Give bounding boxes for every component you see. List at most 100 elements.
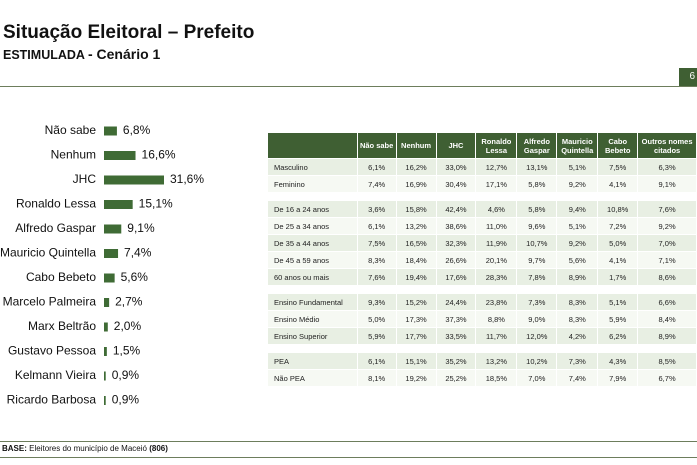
bar bbox=[104, 347, 107, 356]
cell: 11,9% bbox=[475, 234, 518, 252]
cell: 5,6% bbox=[556, 251, 599, 269]
chart: Não sabe 6,8% Nenhum 16,6% JHC 31,6% Ronaldo L… bbox=[0, 123, 204, 407]
cell: 8,3% bbox=[356, 251, 397, 269]
cell: 37,3% bbox=[435, 310, 477, 328]
cell: 8,4% bbox=[637, 310, 697, 328]
cell: 5,9% bbox=[597, 310, 639, 328]
group-gap bbox=[267, 285, 697, 294]
cell: 13,2% bbox=[395, 217, 437, 235]
cell: 8,3% bbox=[556, 310, 599, 328]
table-row: Ensino Superior 5,9% 17,7% 33,5% 11,7% 12,0% 4… bbox=[267, 327, 697, 345]
corner-cell bbox=[267, 132, 358, 159]
bar bbox=[104, 175, 164, 185]
cell: 42,4% bbox=[435, 200, 477, 218]
gap-cell bbox=[267, 344, 697, 353]
row-label: Não PEA bbox=[267, 369, 358, 387]
cell: 32,3% bbox=[435, 234, 477, 252]
cell: 9,7% bbox=[516, 251, 558, 269]
cell: 5,8% bbox=[516, 200, 558, 218]
category-label: JHC bbox=[73, 172, 97, 186]
cell: 9,6% bbox=[516, 217, 558, 235]
row-label: De 35 a 44 anos bbox=[267, 234, 358, 252]
cell: 4,1% bbox=[597, 251, 639, 269]
cell: 6,1% bbox=[356, 352, 397, 370]
value-label: 16,6% bbox=[142, 148, 176, 162]
cell: 7,6% bbox=[637, 200, 697, 218]
row-label: Ensino Superior bbox=[267, 327, 358, 345]
cell: 8,8% bbox=[475, 310, 518, 328]
cell: 16,2% bbox=[395, 158, 437, 176]
cell: 7,0% bbox=[637, 234, 697, 252]
bar bbox=[104, 298, 110, 307]
cell: 10,8% bbox=[597, 200, 639, 218]
column-header: Não sabe bbox=[356, 132, 397, 159]
cell: 7,5% bbox=[356, 234, 397, 252]
cell: 30,4% bbox=[435, 175, 477, 193]
row-label: De 45 a 59 anos bbox=[267, 251, 358, 269]
cell: 26,6% bbox=[435, 251, 477, 269]
bar bbox=[104, 224, 122, 234]
table-row: PEA 6,1% 15,1% 35,2% 13,2% 10,2% 7,3% 4,3% 8,5% bbox=[267, 352, 697, 370]
cell: 7,1% bbox=[637, 251, 697, 269]
cell: 9,1% bbox=[637, 175, 697, 193]
category-label: Gustavo Pessoa bbox=[8, 344, 96, 358]
cell: 5,1% bbox=[597, 293, 639, 311]
subtitle-text: - Cenário 1 bbox=[87, 46, 161, 62]
column-header: Mauricio Quintella bbox=[556, 132, 599, 159]
cell: 5,1% bbox=[556, 158, 599, 176]
cell: 4,1% bbox=[597, 175, 639, 193]
cell: 5,0% bbox=[356, 310, 397, 328]
group-gap bbox=[267, 344, 697, 353]
row-label: Ensino Médio bbox=[267, 310, 358, 328]
cell: 6,7% bbox=[637, 369, 697, 387]
cell: 17,3% bbox=[395, 310, 437, 328]
cell: 6,1% bbox=[356, 158, 397, 176]
cell: 28,3% bbox=[475, 268, 518, 286]
cell: 11,7% bbox=[475, 327, 518, 345]
cell: 12,7% bbox=[475, 158, 518, 176]
cell: 8,9% bbox=[637, 327, 697, 345]
cell: 7,6% bbox=[356, 268, 397, 286]
cell: 3,6% bbox=[356, 200, 397, 218]
cell: 4,2% bbox=[556, 327, 599, 345]
base-label: BASE: bbox=[2, 444, 27, 453]
cell: 13,1% bbox=[516, 158, 558, 176]
cell: 12,0% bbox=[516, 327, 558, 345]
column-header: JHC bbox=[435, 132, 477, 159]
column-header: Nenhum bbox=[395, 132, 437, 159]
bar bbox=[104, 126, 117, 136]
cell: 33,0% bbox=[435, 158, 477, 176]
cell: 15,2% bbox=[395, 293, 437, 311]
cell: 33,5% bbox=[435, 327, 477, 345]
cell: 8,3% bbox=[556, 293, 599, 311]
cell: 8,9% bbox=[556, 268, 599, 286]
table-row: 60 anos ou mais 7,6% 19,4% 17,6% 28,3% 7,8% 8,… bbox=[267, 268, 697, 286]
bar bbox=[104, 200, 133, 209]
cell: 24,4% bbox=[435, 293, 477, 311]
base-n: (806) bbox=[149, 444, 168, 453]
category-label: Cabo Bebeto bbox=[26, 270, 96, 284]
base-text: Eleitores do município de Maceió bbox=[29, 444, 147, 453]
cell: 9,4% bbox=[556, 200, 599, 218]
cell: 9,3% bbox=[356, 293, 397, 311]
value-label: 1,5% bbox=[113, 344, 141, 358]
cell: 6,6% bbox=[637, 293, 697, 311]
page-number: 6 bbox=[679, 68, 697, 86]
value-label: 2,0% bbox=[114, 319, 142, 333]
table-row: Ensino Fundamental 9,3% 15,2% 24,4% 23,8% 7,3… bbox=[267, 293, 697, 311]
value-label: 7,4% bbox=[124, 246, 152, 260]
cell: 19,4% bbox=[395, 268, 437, 286]
cell: 17,1% bbox=[475, 175, 518, 193]
cell: 5,9% bbox=[356, 327, 397, 345]
value-label: 0,9% bbox=[112, 393, 140, 407]
bar bbox=[104, 151, 136, 160]
subtitle-lead: ESTIMULADA bbox=[3, 48, 85, 62]
cell: 4,6% bbox=[475, 200, 518, 218]
cell: 4,3% bbox=[597, 352, 639, 370]
value-label: 2,7% bbox=[115, 295, 143, 309]
cell: 7,9% bbox=[597, 369, 639, 387]
category-label: Alfredo Gaspar bbox=[15, 221, 96, 235]
cell: 18,4% bbox=[395, 251, 437, 269]
cell: 7,4% bbox=[356, 175, 397, 193]
cell: 15,1% bbox=[395, 352, 437, 370]
